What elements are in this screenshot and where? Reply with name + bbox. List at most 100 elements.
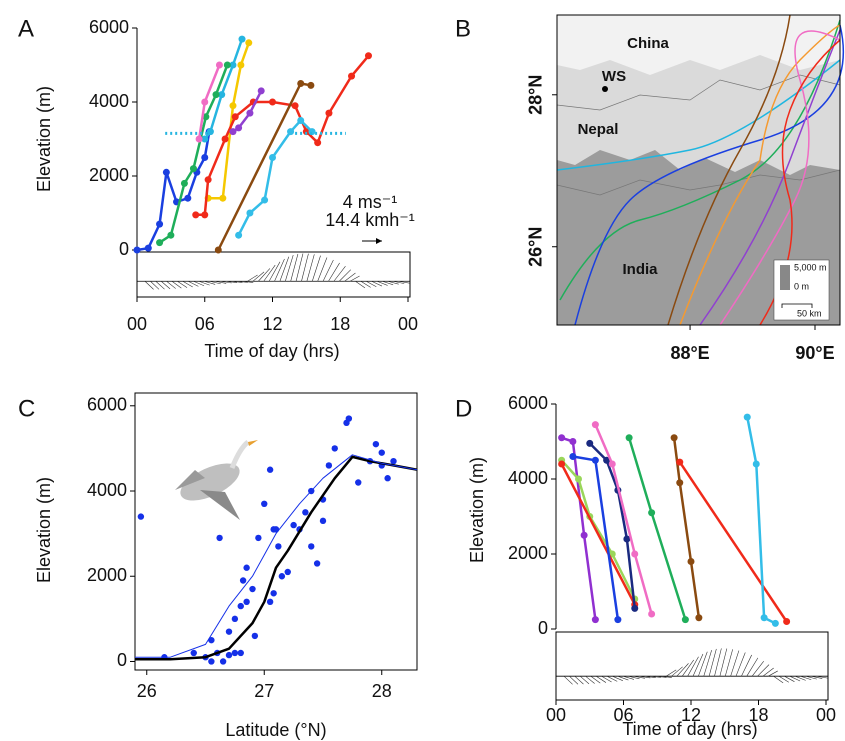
wind-vector (773, 675, 784, 684)
wind-vector (724, 649, 733, 677)
place-label: India (622, 261, 658, 278)
scatter-point (325, 462, 333, 469)
point-marker (586, 439, 594, 447)
ws-site (602, 86, 608, 92)
point-marker (648, 610, 656, 618)
point-marker (307, 81, 315, 89)
x-tick-label: 18 (330, 314, 350, 334)
place-label: China (627, 35, 669, 52)
x-tick-label: 26 (137, 681, 157, 701)
wind-vector (778, 675, 789, 683)
wind-vector (263, 264, 276, 282)
point-marker (229, 61, 237, 69)
wind-strip (555, 631, 829, 701)
point-marker (591, 421, 599, 429)
wind-vector (805, 675, 817, 680)
y-axis-label: Elevation (m) (34, 477, 54, 583)
wind-vector (633, 675, 645, 679)
point-marker (201, 98, 209, 106)
wind-vector (198, 280, 210, 286)
wind-vector (182, 280, 193, 288)
point-marker (257, 87, 265, 95)
wind-vector (220, 280, 232, 284)
point-marker (221, 135, 229, 143)
wind-vector (252, 271, 265, 282)
point-marker (314, 139, 322, 147)
bird-illustration (175, 440, 258, 520)
point-marker (156, 220, 164, 228)
point-marker (676, 458, 684, 466)
point-marker (575, 475, 582, 483)
scatter-point (216, 534, 223, 542)
point-marker (223, 61, 231, 69)
wind-vector (784, 675, 795, 682)
scatter-point (231, 649, 239, 657)
track (679, 24, 841, 326)
scatter-point (261, 500, 268, 507)
series-line (560, 463, 636, 606)
point-marker (558, 434, 566, 442)
wind-vector (762, 667, 774, 677)
scatter-point (278, 573, 286, 580)
wind-vector (366, 280, 377, 287)
point-marker (195, 135, 203, 143)
wind-vector (623, 675, 635, 680)
point-marker (189, 165, 197, 173)
scatter-point (319, 517, 327, 525)
wind-vector (339, 269, 351, 282)
point-marker (218, 91, 226, 99)
track (574, 24, 845, 326)
track (556, 59, 841, 171)
lat-label: 26°N (526, 227, 546, 267)
wind-vector (617, 675, 629, 681)
wind-vector (376, 280, 388, 286)
map-background (556, 14, 845, 326)
point-marker (608, 460, 616, 468)
x-axis-label: Latitude (°N) (225, 720, 326, 740)
wind-vector (317, 257, 328, 282)
wind-vector (360, 280, 371, 288)
wind-vector (290, 253, 299, 282)
point-marker (237, 61, 245, 69)
border (556, 74, 841, 111)
point-marker (204, 176, 212, 184)
wind-vector (692, 653, 704, 677)
series-line (746, 416, 776, 625)
scatter-point (355, 479, 362, 486)
x-tick-label: 00 (816, 705, 836, 725)
point-marker (192, 211, 200, 219)
point-marker (603, 456, 611, 464)
y-tick-label: 4000 (87, 480, 127, 500)
point-marker (231, 113, 239, 121)
point-marker (591, 456, 599, 464)
scatter-point (137, 513, 145, 520)
point-marker (614, 616, 622, 624)
y-tick-label: 4000 (508, 468, 548, 488)
x-tick-label: 00 (398, 314, 418, 334)
point-marker (743, 413, 751, 421)
wind-vector (328, 262, 340, 282)
point-marker (297, 80, 305, 87)
point-marker (348, 72, 356, 80)
place-label: Nepal (578, 121, 619, 138)
wind-vector (322, 259, 334, 282)
y-tick-label: 6000 (89, 17, 129, 37)
point-marker (162, 168, 170, 176)
panel-letter: C (18, 395, 35, 422)
wind-vector (569, 675, 579, 685)
wind-vector (295, 253, 304, 282)
wind-vector (349, 275, 360, 282)
wind-vector (703, 649, 712, 677)
point-marker (631, 550, 639, 558)
point-marker (676, 479, 684, 487)
map-frame (556, 14, 841, 326)
wind-vector (188, 280, 199, 287)
wind-vector (800, 675, 812, 681)
wind-vector (741, 654, 752, 677)
wind-vector (311, 255, 321, 282)
wind-vector (671, 666, 683, 677)
point-marker (325, 109, 333, 117)
point-marker (364, 52, 372, 60)
point-marker (261, 196, 269, 204)
